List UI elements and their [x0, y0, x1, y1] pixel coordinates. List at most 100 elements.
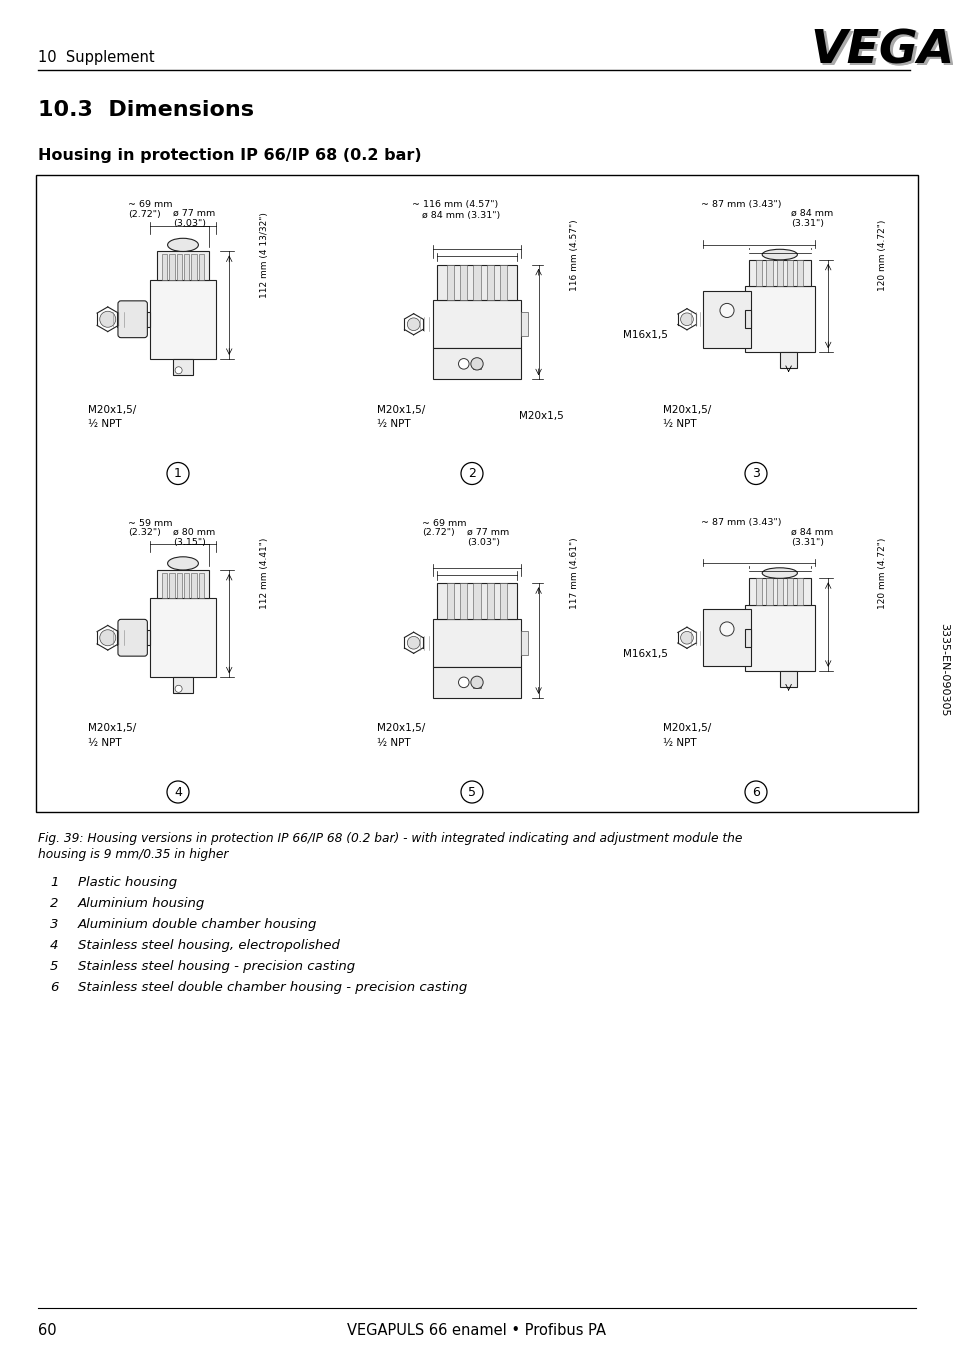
Bar	[499, 584, 506, 619]
Circle shape	[167, 463, 189, 485]
Bar	[797, 578, 802, 605]
Ellipse shape	[761, 249, 797, 260]
Bar	[459, 584, 467, 619]
Text: 120 mm (4.72"): 120 mm (4.72")	[878, 538, 886, 609]
FancyBboxPatch shape	[118, 301, 147, 337]
Text: ½ NPT: ½ NPT	[662, 738, 696, 747]
Text: ø 77 mm: ø 77 mm	[467, 528, 509, 536]
Text: M20x1,5/: M20x1,5/	[376, 405, 425, 414]
Bar	[499, 265, 506, 301]
Text: 117 mm (4.61"): 117 mm (4.61")	[570, 538, 578, 609]
Text: 112 mm (4 13/32"): 112 mm (4 13/32")	[260, 213, 269, 298]
Text: 4: 4	[173, 785, 182, 799]
Text: 1: 1	[50, 876, 58, 890]
Bar	[702, 609, 750, 666]
Text: VEGA: VEGA	[812, 31, 953, 76]
Bar	[472, 678, 481, 688]
Text: (3.03"): (3.03")	[172, 219, 206, 227]
Text: 4: 4	[50, 940, 58, 952]
Text: 10.3  Dimensions: 10.3 Dimensions	[38, 100, 253, 121]
Circle shape	[679, 631, 693, 645]
Bar	[486, 265, 494, 301]
Bar	[765, 578, 772, 605]
Bar	[116, 630, 150, 646]
Text: (3.31"): (3.31")	[790, 219, 823, 227]
Text: M20x1,5/: M20x1,5/	[88, 405, 136, 414]
Circle shape	[471, 357, 482, 370]
Bar	[170, 255, 174, 280]
Bar	[447, 584, 454, 619]
Bar	[162, 573, 167, 598]
Bar	[436, 584, 517, 619]
Bar	[36, 175, 917, 812]
Bar	[433, 668, 520, 697]
Text: ~ 69 mm: ~ 69 mm	[128, 200, 172, 209]
Circle shape	[744, 781, 766, 803]
Text: 2: 2	[50, 896, 58, 910]
Bar	[779, 352, 797, 368]
Bar	[776, 260, 782, 286]
Bar	[447, 265, 454, 301]
Text: 10  Supplement: 10 Supplement	[38, 50, 154, 65]
Text: Fig. 39: Housing versions in protection IP 66/IP 68 (0.2 bar) - with integrated : Fig. 39: Housing versions in protection …	[38, 831, 741, 845]
Text: ø 84 mm: ø 84 mm	[790, 528, 832, 536]
Bar	[520, 313, 528, 336]
Bar	[756, 260, 761, 286]
Text: ø 77 mm: ø 77 mm	[172, 209, 215, 218]
Text: 3335-EN-090305: 3335-EN-090305	[938, 623, 948, 716]
Text: housing is 9 mm/0.35 in higher: housing is 9 mm/0.35 in higher	[38, 848, 228, 861]
Text: 6: 6	[50, 982, 58, 994]
Bar	[150, 598, 215, 677]
Bar	[192, 255, 196, 280]
Text: M20x1,5/: M20x1,5/	[662, 723, 711, 734]
Bar	[473, 265, 480, 301]
Bar	[173, 359, 193, 375]
Bar	[744, 286, 814, 352]
Text: Plastic housing: Plastic housing	[78, 876, 177, 890]
Bar	[433, 301, 520, 348]
Bar	[176, 255, 182, 280]
Text: 112 mm (4.41"): 112 mm (4.41")	[260, 538, 269, 609]
Bar	[184, 255, 189, 280]
Bar	[459, 265, 467, 301]
Bar	[756, 578, 761, 605]
Bar	[157, 252, 209, 280]
Bar	[198, 255, 204, 280]
Circle shape	[744, 463, 766, 485]
Text: M20x1,5: M20x1,5	[518, 412, 563, 421]
Circle shape	[407, 636, 419, 649]
Bar	[748, 578, 810, 605]
Bar	[162, 255, 167, 280]
Circle shape	[167, 781, 189, 803]
Text: ø 84 mm: ø 84 mm	[790, 209, 832, 218]
Circle shape	[458, 677, 469, 688]
Bar	[436, 265, 517, 301]
Text: 3: 3	[751, 467, 760, 481]
Text: M20x1,5/: M20x1,5/	[376, 723, 425, 734]
Text: ½ NPT: ½ NPT	[662, 418, 696, 429]
Bar	[797, 260, 802, 286]
Circle shape	[175, 367, 182, 374]
Text: 5: 5	[50, 960, 58, 974]
Circle shape	[460, 781, 482, 803]
Text: 5: 5	[468, 785, 476, 799]
Circle shape	[100, 311, 115, 328]
Ellipse shape	[168, 556, 198, 570]
Circle shape	[407, 318, 419, 330]
Text: M20x1,5/: M20x1,5/	[662, 405, 711, 414]
Text: ~ 69 mm: ~ 69 mm	[421, 519, 466, 528]
Text: 60: 60	[38, 1323, 56, 1338]
Text: (2.72"): (2.72")	[128, 210, 161, 219]
Text: Aluminium double chamber housing: Aluminium double chamber housing	[78, 918, 317, 932]
Bar	[765, 260, 772, 286]
Text: (2.32"): (2.32")	[128, 528, 161, 538]
Bar	[157, 570, 209, 598]
Ellipse shape	[761, 567, 797, 578]
Bar	[486, 584, 494, 619]
Circle shape	[458, 359, 469, 370]
Text: ø 80 mm: ø 80 mm	[172, 528, 215, 536]
Bar	[192, 573, 196, 598]
Text: (3.15"): (3.15")	[172, 538, 206, 547]
Bar	[116, 311, 150, 326]
Text: ½ NPT: ½ NPT	[88, 418, 121, 429]
